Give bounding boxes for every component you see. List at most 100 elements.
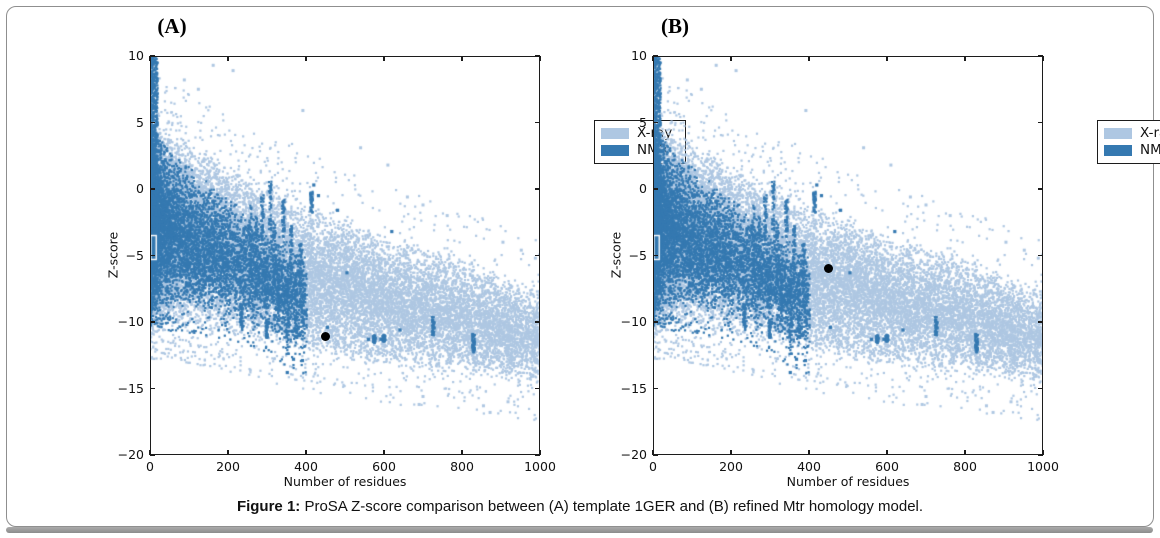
x-tick [383,450,385,455]
x-tick-label-400: 400 [797,459,821,474]
x-tick-label-200: 200 [216,459,240,474]
legend-label-nmr: NMR [1140,141,1160,158]
x-tick-label-1000: 1000 [524,459,556,474]
x-tick [383,56,385,61]
figure-caption-label: Figure 1: [236,498,301,515]
x-tick [1042,56,1044,61]
y-tick-label--5: −5 [125,247,144,263]
y-tick-label-0: 0 [639,181,647,196]
x-tick [652,56,654,61]
x-tick [808,56,810,61]
x-tick-label-0: 0 [146,459,154,474]
figure-caption-text: ProSA Z-score comparison between (A) tem… [300,498,924,515]
y-tick [535,188,540,190]
y-tick [1038,121,1043,124]
x-tick [149,450,151,455]
y-axis-label: Z-score [105,231,121,279]
xray-swatch-icon [1104,127,1132,139]
y-tick-label--10: −10 [620,314,647,329]
x-tick-label-800: 800 [953,459,977,474]
y-tick [150,321,155,323]
y-tick [1038,454,1043,456]
y-tick [1038,55,1043,57]
x-tick [227,56,229,61]
y-tick [653,387,658,390]
y-tick [653,321,658,323]
legend: X-ray NMR [1097,120,1160,164]
y-tick-label-5: 5 [639,114,647,130]
panel-b: (B) 0 200 400 600 800 1000 10 5 0 −5 −10 −15 −20 X-r… [503,0,1160,496]
y-tick [653,121,658,124]
nmr-swatch-icon [1104,145,1132,157]
y-tick [1038,254,1043,257]
y-tick [535,55,540,57]
y-tick [535,454,540,456]
figure-caption: Figure 1: ProSA Z-score comparison betwe… [0,498,1160,515]
x-axis-label: Number of residues [283,474,407,489]
x-tick [305,450,307,455]
nmr-swatch-icon [601,145,629,157]
y-tick-label--15: −15 [117,380,144,396]
y-tick [535,254,540,257]
bottom-divider-bar [6,527,1153,533]
x-tick [305,56,307,61]
x-tick [730,56,732,61]
y-tick [535,121,540,124]
x-tick [461,450,463,455]
y-tick [653,254,658,257]
y-tick-label--20: −20 [117,447,144,462]
y-tick [1038,321,1043,323]
y-tick [150,387,155,390]
x-tick [539,56,541,61]
x-tick [539,450,541,455]
y-tick [150,121,155,124]
y-tick-label--5: −5 [628,247,647,263]
xray-swatch-icon [601,127,629,139]
x-tick [886,450,888,455]
y-tick [150,454,155,456]
y-tick [653,454,658,456]
x-tick-label-800: 800 [450,459,474,474]
y-tick-label-5: 5 [136,114,144,130]
y-axis-label: Z-score [608,231,624,279]
panel-b-plot-area: 0 200 400 600 800 1000 10 5 0 −5 −10 −15 −20 X-ray N… [621,48,1160,474]
scatter-canvas [653,56,1043,455]
x-tick [964,450,966,455]
y-tick-label--20: −20 [620,447,647,462]
x-axis-label: Number of residues [786,474,910,489]
x-tick [652,450,654,455]
y-tick [653,55,658,57]
x-tick [808,450,810,455]
legend-label-xray: X-ray [1140,124,1160,141]
x-tick [461,56,463,61]
x-tick-label-600: 600 [372,459,396,474]
scatter-canvas [150,56,540,455]
x-tick-label-400: 400 [294,459,318,474]
x-tick-label-1000: 1000 [1027,459,1059,474]
x-tick [886,56,888,61]
y-tick-label--15: −15 [620,380,647,396]
y-tick [653,188,658,190]
y-tick-label-0: 0 [136,181,144,196]
x-tick-label-600: 600 [875,459,899,474]
panel-b-title: (B) [661,14,689,38]
y-tick [150,55,155,57]
y-tick [535,321,540,323]
x-tick [964,56,966,61]
x-tick [227,450,229,455]
x-tick-label-200: 200 [719,459,743,474]
x-tick [149,56,151,61]
y-tick-label--10: −10 [117,314,144,329]
y-tick [150,254,155,257]
legend-row-nmr: NMR [1104,141,1160,158]
x-tick-label-0: 0 [649,459,657,474]
y-tick [150,188,155,190]
panel-a-title: (A) [157,14,187,38]
x-tick [730,450,732,455]
legend-row-xray: X-ray [1104,124,1160,141]
y-tick-label-10: 10 [631,48,647,63]
y-tick [535,387,540,390]
